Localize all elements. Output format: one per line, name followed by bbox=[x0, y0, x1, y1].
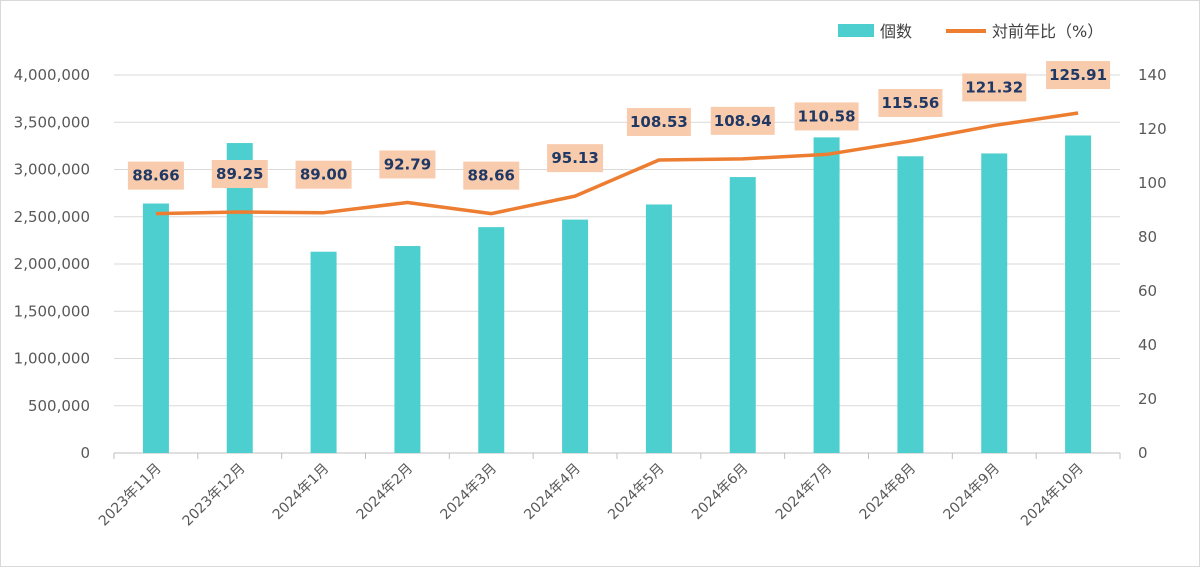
right-axis-ticks: 0 20 40 60 80 100 120 140 bbox=[1138, 66, 1167, 462]
data-label: 115.56 bbox=[881, 94, 939, 112]
data-label-box bbox=[710, 106, 775, 135]
data-label: 89.00 bbox=[300, 166, 347, 184]
data-label-box bbox=[547, 144, 604, 173]
left-axis-tick-label: 1,000,000 bbox=[14, 350, 90, 368]
line-series bbox=[155, 111, 1079, 216]
data-label: 110.58 bbox=[798, 107, 856, 125]
right-axis-tick-label: 80 bbox=[1138, 228, 1157, 246]
data-label-box bbox=[794, 102, 859, 131]
legend-label-bar: 個数 bbox=[880, 22, 912, 41]
bar bbox=[226, 143, 253, 454]
bar bbox=[813, 137, 840, 453]
bar bbox=[729, 177, 756, 453]
left-axis-tick-label: 2,000,000 bbox=[14, 255, 90, 273]
right-axis-tick-label: 40 bbox=[1138, 336, 1157, 354]
left-axis-tick-label: 4,000,000 bbox=[14, 66, 90, 84]
bar bbox=[142, 203, 169, 453]
data-label: 125.91 bbox=[1049, 66, 1107, 84]
data-label: 95.13 bbox=[551, 149, 598, 167]
data-label-box bbox=[463, 161, 520, 190]
line-path bbox=[155, 111, 1079, 216]
data-label: 121.32 bbox=[965, 78, 1023, 96]
right-axis-tick-label: 60 bbox=[1138, 282, 1157, 300]
data-label-box bbox=[295, 160, 352, 189]
left-axis-tick-label: 500,000 bbox=[28, 397, 90, 415]
bar bbox=[310, 251, 337, 453]
data-label: 92.79 bbox=[384, 155, 431, 173]
left-axis-tick-label: 2,500,000 bbox=[14, 208, 90, 226]
data-label: 89.25 bbox=[216, 165, 263, 183]
data-label-box bbox=[379, 150, 436, 179]
legend: 個数 対前年比（%） bbox=[838, 22, 1103, 41]
right-axis-tick-label: 20 bbox=[1138, 390, 1157, 408]
bar bbox=[562, 219, 589, 453]
legend-swatch-bar bbox=[838, 24, 874, 37]
left-axis-ticks: 0 500,000 1,000,000 1,500,000 2,000,000 2,500… bbox=[14, 66, 90, 462]
data-label-box bbox=[211, 160, 268, 189]
data-label: 108.53 bbox=[630, 113, 688, 131]
data-label-box bbox=[1046, 61, 1111, 90]
legend-label-line: 対前年比（%） bbox=[992, 22, 1103, 41]
data-label-box bbox=[878, 88, 943, 117]
data-label: 88.66 bbox=[132, 167, 179, 185]
bar bbox=[897, 156, 924, 453]
right-axis-tick-label: 100 bbox=[1138, 174, 1167, 192]
right-axis-tick-label: 0 bbox=[1138, 444, 1148, 462]
data-labels: 88.66 89.25 89.00 92.79 88.66 95.13 108.53 108.… bbox=[127, 61, 1111, 190]
right-axis-tick-label: 120 bbox=[1138, 120, 1167, 138]
left-axis-tick-label: 0 bbox=[80, 444, 90, 462]
right-axis-tick-label: 140 bbox=[1138, 66, 1167, 84]
data-label: 108.94 bbox=[714, 112, 772, 130]
left-axis-tick-label: 3,500,000 bbox=[14, 113, 90, 131]
left-axis-tick-label: 3,000,000 bbox=[14, 161, 90, 179]
bar bbox=[394, 246, 421, 453]
bar bbox=[478, 227, 505, 453]
data-label-box bbox=[127, 161, 184, 190]
bar-series bbox=[142, 135, 1092, 454]
bar bbox=[981, 153, 1008, 453]
data-label: 88.66 bbox=[468, 167, 515, 185]
bar bbox=[645, 204, 672, 453]
data-label-box bbox=[962, 73, 1027, 102]
left-axis-tick-label: 1,500,000 bbox=[14, 302, 90, 320]
data-label-box bbox=[626, 107, 691, 136]
bar bbox=[1065, 135, 1092, 454]
